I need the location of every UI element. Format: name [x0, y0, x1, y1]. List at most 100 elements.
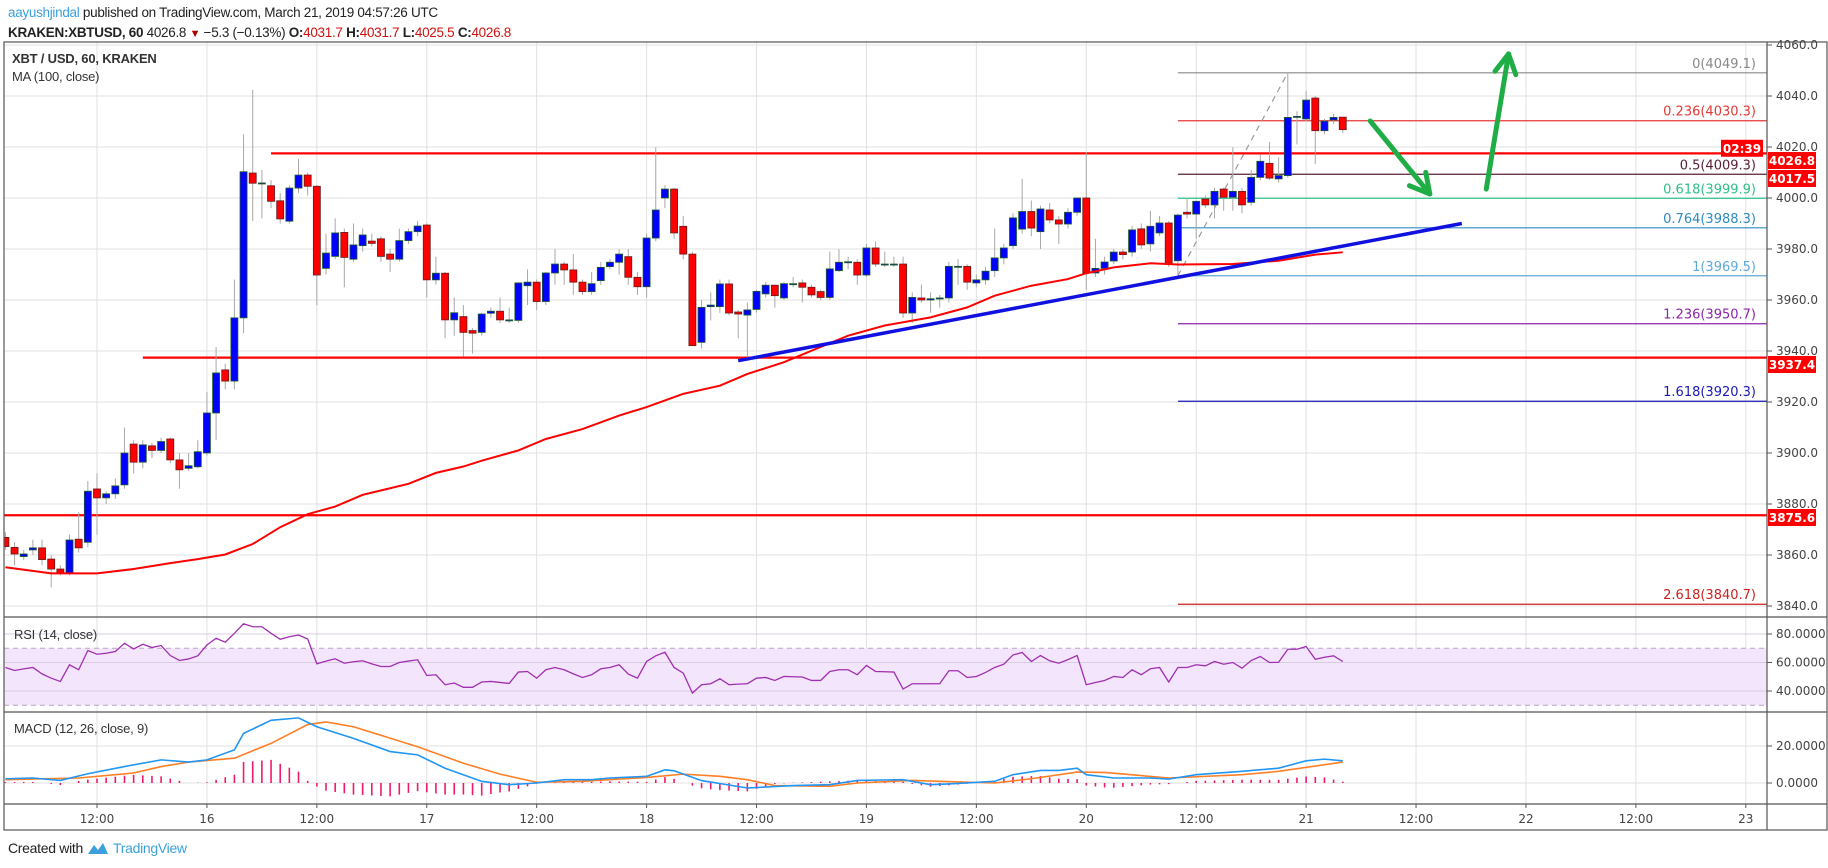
- open-label: O:: [288, 25, 304, 40]
- arrow-head: [1406, 183, 1433, 197]
- candle-body: [880, 263, 889, 266]
- candle: [138, 440, 147, 469]
- price-badge: [1768, 152, 1816, 169]
- candle-body: [468, 330, 477, 334]
- candle-body: [807, 286, 816, 296]
- candle: [496, 297, 504, 323]
- candle: [230, 279, 239, 390]
- rsi-legend: RSI (14, close): [14, 627, 97, 642]
- candle: [633, 271, 642, 295]
- price-badge: [1768, 170, 1816, 187]
- candle: [725, 279, 733, 316]
- time-tick-label: 12:00: [739, 812, 774, 826]
- candle-body: [899, 263, 907, 314]
- candle-body: [404, 231, 413, 241]
- arrow-head: [1423, 169, 1433, 197]
- candle-body: [395, 240, 404, 260]
- macd-signal-line: [5, 721, 1343, 788]
- candle-body: [752, 290, 761, 310]
- candle-body: [1338, 116, 1347, 131]
- candle: [276, 192, 285, 224]
- candle: [770, 284, 779, 308]
- candle: [285, 185, 294, 224]
- candle: [890, 256, 898, 267]
- candle-body: [1018, 211, 1027, 230]
- candle: [404, 228, 413, 244]
- time-tick-label: 12:00: [1179, 812, 1214, 826]
- candle: [1137, 223, 1146, 249]
- candle-body: [1210, 190, 1219, 206]
- candle-body: [83, 490, 92, 543]
- candle-body: [4, 537, 10, 547]
- candle-body: [789, 283, 798, 286]
- candle: [807, 284, 816, 298]
- arrow-head: [1492, 51, 1512, 74]
- candle-body: [670, 188, 678, 234]
- candle: [1045, 203, 1054, 224]
- candle-body: [486, 310, 495, 314]
- candle: [1320, 118, 1329, 135]
- close-label: C:: [457, 25, 472, 40]
- candle-body: [450, 312, 459, 321]
- macd-legend: MACD (12, 26, close, 9): [14, 721, 149, 736]
- time-tick-label: 21: [1298, 812, 1313, 826]
- candle: [523, 269, 532, 306]
- candle-body: [441, 272, 449, 321]
- candle: [1238, 187, 1246, 214]
- candle-body: [377, 238, 385, 257]
- candle: [184, 453, 193, 471]
- candle: [221, 363, 230, 390]
- candle-body: [413, 225, 422, 233]
- candle-body: [422, 224, 431, 281]
- candle: [679, 215, 688, 260]
- candle: [587, 271, 596, 295]
- candle: [743, 302, 752, 361]
- candle-body: [1228, 190, 1237, 198]
- candle: [990, 228, 999, 278]
- candle: [1201, 195, 1210, 209]
- tradingview-brand-link[interactable]: TradingView: [113, 840, 187, 856]
- candle: [926, 292, 935, 313]
- time-tick-label: 20: [1079, 812, 1094, 826]
- footer: Created with TradingView: [8, 840, 187, 856]
- candle: [541, 271, 550, 306]
- candle: [569, 254, 578, 295]
- candle-body: [175, 459, 184, 471]
- time-tick-label: 12:00: [519, 812, 554, 826]
- candle-body: [102, 493, 111, 499]
- time-tick-label: 12:00: [80, 812, 115, 826]
- candle: [432, 256, 440, 285]
- candle: [505, 307, 514, 323]
- candle-body: [267, 185, 275, 202]
- rsi-line: [5, 622, 1344, 695]
- candle-body: [1009, 217, 1017, 247]
- price-badge: [1768, 509, 1816, 526]
- candle-body: [1027, 211, 1036, 229]
- symbol-label: KRAKEN:XBTUSD, 60: [8, 25, 144, 40]
- fib-level-label: 0(4049.1): [1692, 57, 1756, 72]
- candle-body: [999, 247, 1008, 259]
- fib-level-label: 1.618(3920.3): [1663, 385, 1756, 400]
- created-with-label: Created with: [8, 840, 83, 856]
- candle: [1228, 147, 1237, 211]
- down-triangle-icon: ▼: [189, 28, 201, 40]
- candle-body: [148, 445, 156, 451]
- candle-body: [367, 240, 376, 244]
- candle-body: [1054, 219, 1063, 225]
- candle-body: [285, 187, 294, 222]
- candle: [1192, 200, 1201, 239]
- candle: [651, 147, 660, 242]
- candle: [1155, 215, 1164, 237]
- fib-level-label: 2.618(3840.7): [1663, 588, 1756, 603]
- candle: [148, 442, 156, 459]
- chart-frame: [3, 41, 1828, 831]
- candle: [963, 264, 972, 290]
- candle-body: [331, 232, 340, 257]
- candle-body: [725, 283, 733, 314]
- candle-body: [954, 265, 962, 268]
- author-link[interactable]: aayushjindal: [8, 5, 80, 20]
- candle: [4, 532, 10, 550]
- candle: [441, 271, 449, 339]
- candle-body: [871, 247, 880, 265]
